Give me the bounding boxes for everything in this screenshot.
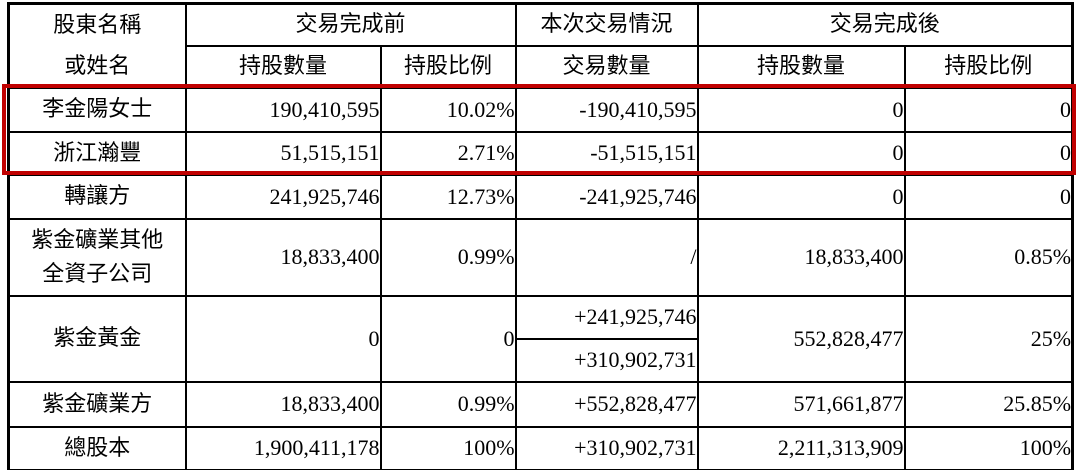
header-after-transaction-group: 交易完成後 (696, 2, 1074, 47)
table-row: 紫金礦業其他 全資子公司 18,833,400 0.99% / 18,833,4… (7, 217, 1074, 297)
table-row-total: 總股本 1,900,411,178 100% +310,902,731 2,21… (7, 425, 1074, 470)
cell-after-qty: 0 (696, 173, 906, 220)
header-shareholder-name: 股東名稱 或姓名 (7, 2, 187, 89)
table-subrow: +310,902,731 (9, 337, 1073, 383)
table-row: 浙江瀚豐 51,515,151 2.71% -51,515,151 0 0 (7, 130, 1074, 176)
header-before-qty: 持股數量 (184, 44, 382, 89)
cell-after-qty: 18,833,400 (696, 217, 906, 297)
table-row-zijin-subtotal: 紫金礦業方 18,833,400 0.99% +552,828,477 571,… (7, 380, 1074, 428)
cell-shareholder-name: 紫金礦業方 (7, 380, 187, 428)
cell-after-ratio: 25% (903, 294, 1074, 383)
cell-before-qty: 18,833,400 (184, 380, 382, 428)
cell-after-ratio: 0 (903, 130, 1074, 176)
cell-before-ratio: 0 (379, 294, 517, 383)
cell-shareholder-name: 李金陽女士 (7, 86, 187, 133)
table-header-row-1: 股東名稱 或姓名 交易完成前 本次交易情況 交易完成後 (7, 2, 1074, 89)
cell-after-ratio: 0 (903, 173, 1074, 220)
table-row-transferor-subtotal: 轉讓方 241,925,746 12.73% -241,925,746 0 0 (7, 173, 1074, 220)
table-row: 紫金黃金 0 0 +241,925,746 552,828,477 25% (7, 294, 1074, 383)
cell-before-ratio: 0.99% (379, 380, 517, 428)
cell-before-qty: 241,925,746 (184, 173, 382, 220)
cell-txn-qty: +552,828,477 (514, 380, 699, 428)
cell-shareholder-name: 轉讓方 (7, 173, 187, 220)
cell-txn-qty: +310,902,731 (514, 425, 699, 470)
cell-after-ratio: 100% (903, 425, 1074, 470)
cell-txn-qty: -51,515,151 (514, 130, 699, 176)
cell-txn-qty: / (514, 217, 699, 297)
cell-shareholder-name: 紫金礦業其他 全資子公司 (7, 217, 187, 297)
cell-txn-qty: -190,410,595 (514, 86, 699, 133)
shareholding-table: 股東名稱 或姓名 交易完成前 本次交易情況 交易完成後 持股數量 持股比例 交易… (7, 2, 1075, 470)
header-before-transaction-group: 交易完成前 (184, 2, 517, 47)
cell-before-ratio: 2.71% (379, 130, 517, 176)
cell-before-ratio: 12.73% (379, 173, 517, 220)
header-transaction-group: 本次交易情況 (514, 2, 699, 47)
cell-after-qty: 552,828,477 (696, 294, 906, 383)
cell-after-ratio: 0.85% (903, 217, 1074, 297)
header-txn-qty: 交易數量 (514, 44, 699, 89)
cell-before-ratio: 10.02% (379, 86, 517, 133)
header-after-qty: 持股數量 (696, 44, 906, 89)
cell-before-ratio: 0.99% (379, 217, 517, 297)
cell-before-qty: 0 (184, 294, 382, 383)
cell-txn-qty-lower: +310,902,731 (514, 337, 699, 383)
header-before-ratio: 持股比例 (379, 44, 517, 89)
cell-after-qty: 0 (696, 86, 906, 133)
cell-before-ratio: 100% (379, 425, 517, 470)
cell-before-qty: 1,900,411,178 (184, 425, 382, 470)
cell-after-qty: 0 (696, 130, 906, 176)
cell-before-qty: 18,833,400 (184, 217, 382, 297)
cell-txn-qty-upper: +241,925,746 (514, 294, 699, 340)
cell-after-qty: 2,211,313,909 (696, 425, 906, 470)
cell-before-qty: 51,515,151 (184, 130, 382, 176)
cell-after-qty: 571,661,877 (696, 380, 906, 428)
table-row: 李金陽女士 190,410,595 10.02% -190,410,595 0 … (7, 86, 1074, 133)
header-after-ratio: 持股比例 (903, 44, 1074, 89)
cell-after-ratio: 25.85% (903, 380, 1074, 428)
cell-shareholder-name: 總股本 (7, 425, 187, 470)
cell-shareholder-name: 紫金黃金 (7, 294, 187, 383)
cell-shareholder-name: 浙江瀚豐 (7, 130, 187, 176)
cell-before-qty: 190,410,595 (184, 86, 382, 133)
cell-after-ratio: 0 (903, 86, 1074, 133)
cell-txn-qty: -241,925,746 (514, 173, 699, 220)
